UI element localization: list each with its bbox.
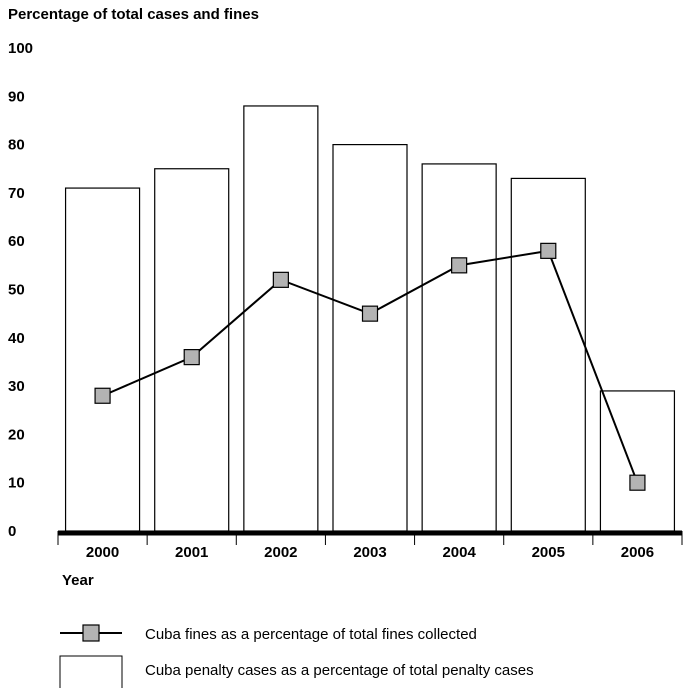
legend-bar-label: Cuba penalty cases as a percentage of to… — [145, 662, 534, 679]
y-axis-ticks: 0 10 20 30 40 50 60 70 80 90 100 — [8, 40, 33, 540]
y-tick-label: 90 — [8, 88, 25, 105]
x-axis-title: Year — [62, 572, 94, 589]
fines-point-2000 — [94, 387, 111, 404]
y-tick-label: 20 — [8, 426, 25, 443]
x-tick-label: 2000 — [86, 544, 119, 561]
fines-point-2003 — [361, 305, 379, 322]
y-tick-label: 80 — [8, 137, 25, 154]
fines-point-2002 — [272, 271, 289, 288]
x-tick-label: 2005 — [532, 544, 565, 561]
y-tick-label: 60 — [8, 233, 25, 250]
bar-2002 — [243, 105, 319, 532]
chart-title: Percentage of total cases and fines — [8, 6, 259, 23]
y-tick-label: 40 — [8, 330, 25, 347]
y-tick-label: 10 — [8, 475, 25, 492]
fines-point-2006 — [629, 474, 646, 491]
x-tick-label: 2001 — [175, 544, 208, 561]
legend-bar-swatch — [59, 655, 123, 691]
x-tick-label: 2004 — [442, 544, 476, 561]
x-tick-label: 2006 — [621, 544, 654, 561]
bars-layer — [64, 105, 676, 532]
legend-marker-swatch — [82, 624, 100, 642]
legend: Cuba fines as a percentage of total fine… — [59, 624, 534, 691]
fines-point-2005 — [540, 242, 557, 259]
x-tick-label: 2003 — [353, 544, 386, 561]
x-tick-label: 2002 — [264, 544, 297, 561]
x-axis-ticks: 2000 2001 2002 2003 2004 2005 2006 — [57, 531, 683, 561]
fines-point-2004 — [451, 257, 468, 274]
fines-point-2001 — [183, 349, 200, 366]
bar-2004 — [421, 163, 497, 532]
y-tick-label: 50 — [8, 282, 25, 299]
y-tick-label: 70 — [8, 185, 25, 202]
bar-2005 — [510, 177, 586, 532]
line-series-layer — [94, 242, 646, 491]
y-tick-label: 100 — [8, 40, 33, 57]
y-tick-label: 0 — [8, 523, 16, 540]
bar-2003 — [332, 144, 408, 532]
legend-line-label: Cuba fines as a percentage of total fine… — [145, 626, 477, 643]
bar-2006 — [599, 390, 676, 532]
bar-2000 — [64, 187, 141, 532]
y-tick-label: 30 — [8, 378, 25, 395]
